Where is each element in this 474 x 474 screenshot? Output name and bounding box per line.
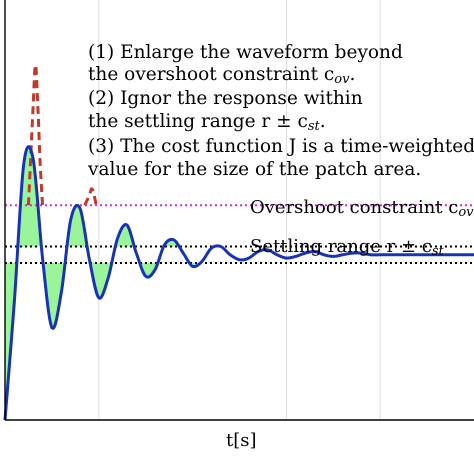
grid	[98, 0, 381, 420]
reference-lines	[5, 204, 474, 265]
annotation-line-2: the overshoot constraint cov.	[88, 64, 355, 87]
annotation-line-5: (3) The cost function J is a time-weight…	[88, 136, 474, 157]
annotation-line-1: (1) Enlarge the waveform beyond	[88, 42, 403, 63]
overshoot-label: Overshoot constraint cov	[250, 197, 474, 220]
series-dashed-peak-1	[83, 187, 100, 208]
patch-fill	[5, 146, 474, 420]
settling-label: Settling range r ± cst	[250, 236, 445, 259]
series-response-line	[3, 145, 474, 421]
annotation-line-3: (2) Ignor the response within	[88, 88, 363, 109]
annotation-line-6: value for the size of the patch area.	[87, 159, 421, 180]
series-dashed-peak-0	[26, 63, 45, 206]
x-axis-label: t[s]	[226, 430, 257, 451]
annotation-line-4: the settling range r ± cst.	[88, 111, 326, 134]
series-layer	[3, 63, 474, 421]
patch-area	[5, 146, 474, 420]
